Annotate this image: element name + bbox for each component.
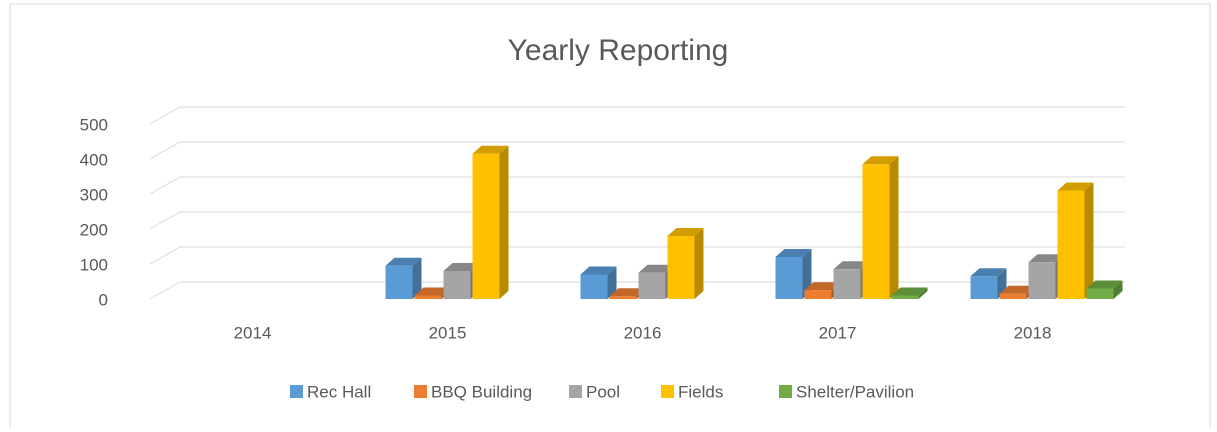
bar	[804, 290, 832, 299]
legend-swatch	[779, 385, 792, 398]
bar-side	[412, 257, 422, 299]
bar-side	[889, 156, 899, 299]
x-tick-label: 2014	[234, 323, 272, 342]
bar-top	[1028, 254, 1065, 263]
y-tick-label: 100	[80, 255, 108, 274]
bar-top	[385, 257, 422, 266]
bar-top	[472, 145, 509, 154]
bar-top	[443, 263, 480, 271]
x-tick-label: 2015	[429, 323, 467, 342]
bar	[580, 274, 608, 299]
y-tick-label: 0	[99, 290, 108, 309]
chart-title: Yearly Reporting	[508, 34, 729, 67]
bar-top	[1057, 182, 1094, 191]
bar	[999, 293, 1027, 299]
y-tick-label: 200	[80, 220, 108, 239]
y-tick-label: 400	[80, 150, 108, 169]
grid-line	[149, 246, 1125, 265]
bar	[833, 269, 861, 299]
y-tick-label: 300	[80, 185, 108, 204]
bar-top	[891, 287, 928, 296]
bar	[609, 296, 637, 299]
legend-label: Rec Hall	[307, 382, 371, 401]
bar-top	[833, 261, 870, 270]
bar-top	[414, 287, 451, 296]
bar	[862, 164, 890, 299]
bar-side	[1084, 182, 1094, 299]
grid-line	[149, 141, 1125, 160]
bar	[443, 271, 471, 299]
bar	[891, 295, 919, 299]
bar	[385, 265, 413, 299]
grid-line	[149, 106, 1125, 125]
bar-top	[775, 249, 812, 257]
legend-swatch	[290, 385, 303, 398]
bar-top	[638, 264, 675, 273]
bar-top	[609, 288, 646, 297]
y-tick-label: 500	[80, 115, 108, 134]
chart-frame	[9, 3, 1211, 432]
bar-top	[862, 156, 899, 165]
bar	[472, 153, 500, 299]
bar	[775, 257, 803, 299]
bar	[414, 295, 442, 299]
x-tick-label: 2016	[624, 323, 662, 342]
bar	[1086, 288, 1114, 299]
bar	[1057, 190, 1085, 299]
grid-line	[149, 211, 1125, 230]
legend-swatch	[414, 385, 427, 398]
legend-label: Fields	[678, 382, 723, 401]
bar-side	[918, 287, 928, 299]
grid-line	[149, 176, 1125, 195]
bar-top	[667, 228, 704, 236]
legend-swatch	[569, 385, 582, 398]
bar	[1028, 262, 1056, 299]
bar	[667, 236, 695, 299]
bar	[638, 272, 666, 299]
bar-side	[499, 145, 509, 299]
bar-side	[1113, 280, 1123, 299]
legend-label: BBQ Building	[431, 382, 532, 401]
bar-top	[970, 268, 1007, 277]
legend-swatch	[661, 385, 674, 398]
legend-label: Shelter/Pavilion	[796, 382, 914, 401]
bar-top	[999, 285, 1036, 294]
x-tick-label: 2018	[1014, 323, 1052, 342]
legend-label: Pool	[586, 382, 620, 401]
bar-top	[1086, 280, 1123, 289]
x-tick-label: 2017	[819, 323, 857, 342]
bar-side	[694, 228, 704, 299]
bar	[970, 276, 998, 299]
bar-top	[580, 266, 617, 275]
bar-side	[607, 266, 617, 299]
bar-top	[804, 282, 841, 291]
